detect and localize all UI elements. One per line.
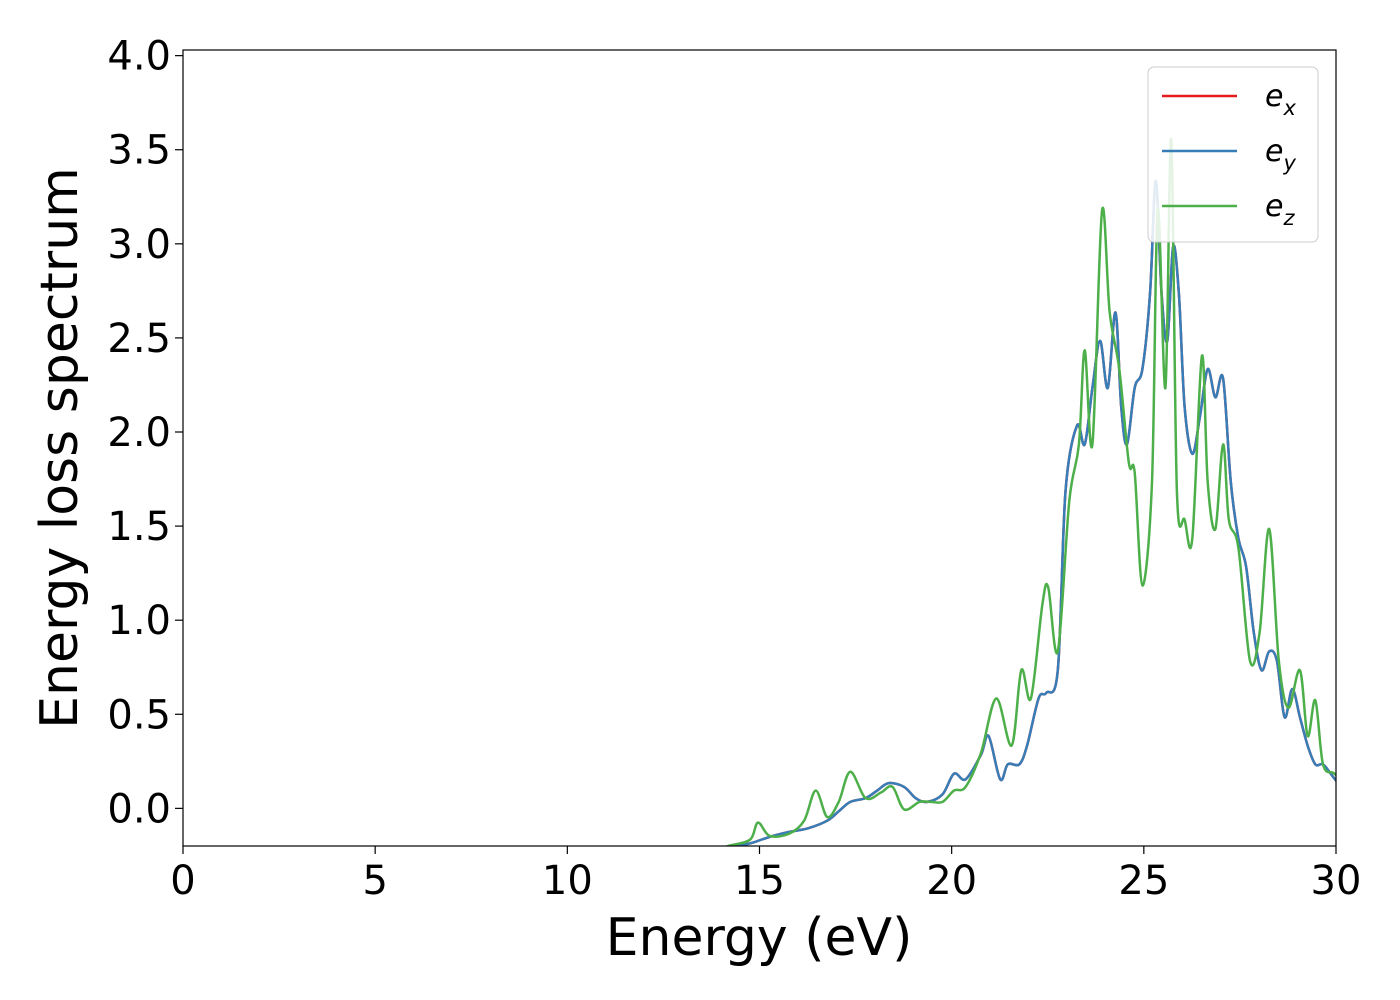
x-axis-title: Energy (eV) [606, 908, 913, 968]
series-line-y [730, 179, 1336, 846]
y-tick-label: 2.0 [107, 410, 171, 456]
y-tick-label: 3.5 [107, 128, 171, 174]
series-line-z [723, 137, 1336, 846]
y-tick-label: 0.0 [107, 786, 171, 832]
x-tick-label: 10 [542, 858, 593, 904]
plot-region [723, 137, 1336, 846]
y-tick-label: 2.5 [107, 316, 171, 362]
y-tick-label: 1.0 [107, 598, 171, 644]
x-tick-label: 5 [362, 858, 387, 904]
x-axis-ticks: 0 5 10 15 20 25 30 [170, 846, 1361, 904]
plot-frame [182, 49, 1337, 847]
x-tick-label: 15 [734, 858, 785, 904]
y-axis-ticks: 0.0 0.5 1.0 1.5 2.0 2.5 3.0 3.5 4.0 [107, 34, 183, 832]
series-lines [723, 137, 1336, 846]
y-tick-label: 4.0 [107, 34, 171, 80]
legend-box [1147, 66, 1319, 243]
legend: ex ey ez [1147, 66, 1319, 243]
x-tick-label: 0 [170, 858, 195, 904]
x-tick-label: 30 [1311, 858, 1362, 904]
x-tick-label: 25 [1118, 858, 1169, 904]
legend-label-y: ey [1265, 134, 1296, 175]
y-tick-label: 0.5 [107, 692, 171, 738]
y-axis-title: Energy loss spectrum [30, 167, 90, 729]
x-tick-label: 20 [926, 858, 977, 904]
legend-label-x: ex [1265, 79, 1296, 120]
y-tick-label: 3.0 [107, 222, 171, 268]
legend-label-z: ez [1265, 189, 1295, 230]
y-tick-label: 1.5 [107, 504, 171, 550]
